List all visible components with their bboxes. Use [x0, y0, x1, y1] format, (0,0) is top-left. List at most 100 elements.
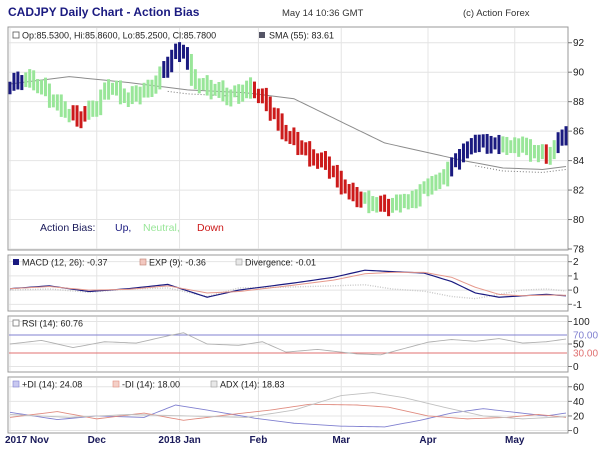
macd-tick-label: 2 — [573, 257, 579, 268]
rsi-lines — [9, 332, 567, 356]
price-bar — [454, 153, 458, 168]
price-tick-label: 78 — [573, 245, 585, 256]
price-bar — [529, 139, 533, 162]
dmi-y-axis: 0 20 40 60 — [568, 382, 585, 437]
price-bar — [225, 87, 229, 106]
price-bar — [548, 146, 552, 165]
price-bar — [197, 78, 201, 94]
macd-legend-label: MACD (12, 26): -0.37 — [22, 258, 108, 268]
x-tick-label: Apr — [419, 435, 436, 446]
minus-di-legend-swatch — [112, 380, 120, 388]
price-bar — [178, 42, 182, 63]
adx-legend-swatch — [210, 380, 218, 388]
price-bar — [363, 192, 367, 204]
price-bar — [505, 136, 509, 155]
price-bar — [402, 193, 406, 209]
price-bar — [359, 191, 363, 208]
sma-legend-label: SMA (55): 83.61 — [269, 31, 334, 41]
price-bar — [536, 145, 540, 163]
exp-9-line — [9, 271, 567, 297]
price-bar — [103, 82, 107, 100]
price-bar — [473, 134, 477, 153]
dmi-tick-label: 60 — [573, 382, 585, 393]
price-bar — [430, 176, 434, 195]
divergence-legend-label: Divergence: -0.01 — [245, 258, 316, 268]
price-bar — [371, 196, 375, 212]
price-bar — [280, 113, 284, 140]
price-bar — [458, 149, 462, 170]
price-bar — [99, 89, 103, 116]
adx-14-line — [9, 392, 567, 420]
price-bar — [339, 170, 343, 195]
price-bar — [95, 101, 99, 117]
price-bar — [59, 94, 63, 117]
price-tick-label: 90 — [573, 68, 585, 79]
price-bar — [304, 142, 308, 156]
price-bar — [552, 140, 556, 160]
price-bar — [367, 190, 371, 214]
price-bar — [252, 81, 256, 99]
price-bar — [375, 197, 379, 213]
price-tick-label: 86 — [573, 127, 585, 138]
price-bar — [16, 71, 20, 90]
price-bar — [193, 69, 197, 90]
macd-12-26-line — [9, 269, 567, 298]
price-bar — [426, 178, 430, 197]
price-bar — [308, 141, 312, 167]
price-bar — [465, 141, 469, 159]
price-bar — [55, 94, 59, 111]
price-bars — [8, 42, 568, 217]
rsi-legend-swatch — [12, 319, 20, 327]
price-bar — [71, 105, 75, 121]
price-bar — [461, 143, 465, 163]
rsi-tick-label: 100 — [573, 317, 590, 328]
price-bar — [217, 82, 221, 98]
plus-di-legend-swatch — [12, 380, 20, 388]
action-bias-neutral: Neutral, — [143, 222, 180, 234]
price-y-axis: 78 80 82 84 86 88 90 92 — [568, 38, 585, 256]
price-bar — [560, 129, 564, 146]
price-bar — [150, 79, 154, 97]
rsi-level-label: 70.00 — [573, 331, 598, 342]
price-bar — [83, 106, 87, 122]
sma-legend-swatch — [259, 32, 265, 38]
price-bar — [521, 136, 525, 153]
x-tick-label: Mar — [332, 435, 350, 446]
price-bar — [410, 190, 414, 209]
rsi-level-label: 30.00 — [573, 349, 598, 360]
price-bar — [185, 47, 189, 70]
price-bar — [450, 157, 454, 177]
price-bar — [233, 85, 237, 98]
price-bar — [501, 136, 505, 153]
exp-legend-swatch — [139, 258, 147, 266]
price-bar — [347, 184, 351, 200]
divergence-legend-swatch — [235, 258, 243, 266]
x-tick-label: 2017 Nov — [5, 435, 49, 446]
x-tick-label: May — [505, 435, 525, 446]
price-bar — [229, 89, 233, 107]
rsi-tick-label: 0 — [573, 362, 579, 373]
price-bar — [122, 88, 126, 103]
price-bar — [481, 134, 485, 148]
price-bar — [327, 156, 331, 179]
price-bar — [264, 87, 268, 112]
macd-y-axis: -1 0 1 2 — [568, 257, 582, 311]
dmi-tick-label: 40 — [573, 397, 585, 408]
price-bar — [256, 88, 260, 104]
price-bar — [182, 44, 186, 59]
price-bar — [525, 137, 529, 156]
price-bar — [154, 75, 158, 94]
macd-lines — [9, 269, 567, 300]
price-tick-label: 80 — [573, 215, 585, 226]
price-bar — [517, 138, 521, 157]
price-bar — [107, 79, 111, 100]
x-tick-label: Feb — [250, 435, 268, 446]
price-tick-label: 84 — [573, 156, 585, 167]
price-bar — [12, 72, 16, 91]
macd-tick-label: -1 — [573, 300, 582, 311]
action-bias-label: Action Bias: — [40, 222, 95, 234]
price-bar — [390, 197, 394, 213]
price-bar — [24, 72, 28, 88]
action-bias-annotation: Action Bias: Up, Neutral, Down — [40, 222, 224, 234]
